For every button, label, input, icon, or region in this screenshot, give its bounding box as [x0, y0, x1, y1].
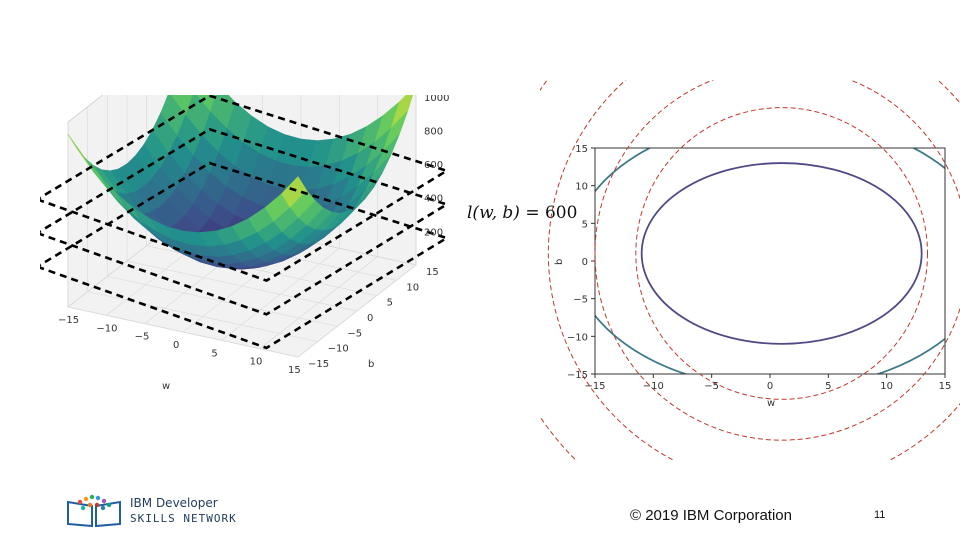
slice-plane [40, 95, 450, 283]
surface-y-tick-label: −10 [328, 344, 349, 355]
contour-plot: −15 −10 −5 0 5 10 15 −15 −10 −5 0 5 10 15 w b [540, 80, 960, 460]
formula-prefix: l(w, b) = [467, 203, 545, 223]
surface-x-tick-label: −5 [135, 332, 150, 343]
slice-planes [40, 95, 450, 350]
surface-x-tick-label: 15 [288, 365, 301, 376]
contour-frame [594, 147, 946, 375]
surface-y-axis-label: b [368, 359, 374, 370]
contour-x-tick-label: 10 [880, 381, 893, 392]
surface-y-tick-label: −15 [308, 359, 329, 370]
contour-x-tick-label: −5 [704, 381, 719, 392]
contour-tick-labels: −15 −10 −5 0 5 10 15 −15 −10 −5 0 5 10 15 [567, 144, 951, 392]
surface-z-tick-label: 200 [424, 227, 443, 238]
surface-y-tick-label: 0 [367, 313, 373, 324]
contour-x-axis-label: w [767, 398, 775, 409]
contour-level-line [595, 148, 945, 374]
contour-x-tick-label: −10 [643, 381, 664, 392]
surface-z-tick-label: 800 [424, 126, 443, 137]
contour-y-tick-label: 5 [582, 219, 588, 230]
contour-x-tick-label: 0 [767, 381, 773, 392]
surface-x-axis-label: w [162, 381, 170, 392]
ibm-skills-network-logo-icon [67, 494, 121, 528]
contour-x-tick-label: 15 [939, 381, 952, 392]
surface-patch [281, 176, 307, 208]
contour-y-axis-label: b [554, 259, 565, 265]
dashed-circle [635, 107, 928, 400]
logo-text: IBM Developer SKILLS NETWORK [130, 496, 237, 526]
ibm-developer-logo: IBM Developer SKILLS NETWORK [66, 494, 237, 528]
surface-y-tick-label: 10 [406, 282, 419, 293]
dashed-circles [540, 80, 960, 460]
copyright-text: © 2019 IBM Corporation [630, 507, 792, 524]
dashed-circle [547, 80, 960, 460]
surface-z-tick-label: 1000 [424, 95, 449, 104]
contour-y-tick-label: −10 [567, 332, 588, 343]
contour-y-tick-label: 15 [575, 144, 588, 155]
surface-y-tick-label: 15 [426, 267, 439, 278]
surface-z-tick-label: 400 [424, 194, 443, 205]
surface-y-tick-label: 5 [387, 298, 393, 309]
surface-x-tick-label: −15 [58, 315, 79, 326]
contour-y-tick-label: 10 [575, 182, 588, 193]
slice-plane [40, 161, 450, 350]
grid-line [297, 264, 417, 358]
contour-y-tick-label: 0 [582, 257, 588, 268]
surface-plot: −15 −10 −5 0 5 10 15 −15 −10 −5 0 5 10 15 200 400 600 800… [40, 95, 450, 392]
logo-line2: SKILLS NETWORK [130, 512, 237, 525]
contour-level-line [640, 162, 923, 345]
page-number: 11 [874, 509, 886, 521]
contour-y-tick-label: −5 [573, 295, 588, 306]
contour-levels [595, 148, 945, 374]
surface-x-tick-label: 10 [250, 357, 263, 368]
slice-plane [40, 127, 450, 316]
dashed-circle [594, 80, 960, 441]
surface-tick-labels: −15 −10 −5 0 5 10 15 −15 −10 −5 0 5 10 15 200 400 600 800… [58, 95, 449, 376]
contour-x-tick-label: −15 [584, 381, 605, 392]
logo-line1: IBM Developer [130, 496, 218, 510]
surface-y-tick-label: −5 [347, 328, 362, 339]
surface-x-tick-label: 5 [211, 348, 217, 359]
surface-x-tick-label: 0 [173, 340, 179, 351]
surface-z-tick-label: 600 [424, 160, 443, 171]
surface-x-tick-label: −10 [96, 323, 117, 334]
contour-y-tick-label: −15 [567, 370, 588, 381]
contour-x-tick-label: 5 [825, 381, 831, 392]
